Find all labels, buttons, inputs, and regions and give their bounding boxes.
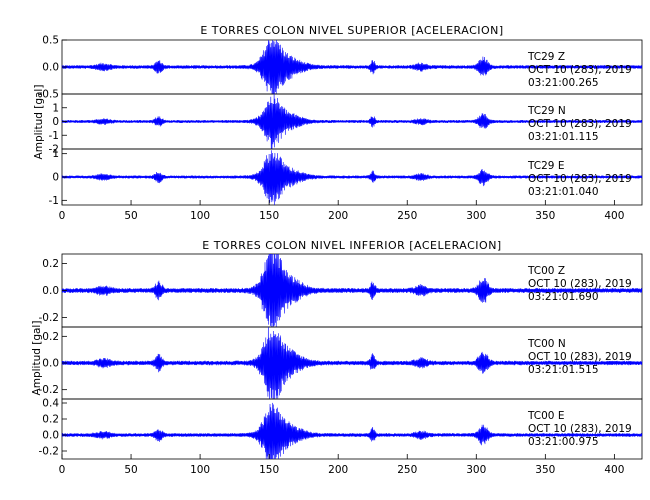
record-time: 03:21:00.265 [528, 77, 599, 89]
y-tick-label: 0.2 [42, 331, 59, 343]
y-tick-label: 0.0 [42, 62, 59, 74]
record-date: OCT 10 (283), 2019 [528, 118, 632, 130]
y-tick-label: -0.2 [39, 312, 60, 324]
y-tick-label: 0.4 [42, 398, 59, 410]
waveform-line [61, 402, 643, 460]
station-component-label: TC00 Z [527, 265, 565, 277]
x-tick-label: 200 [328, 210, 348, 222]
waveform-line [61, 253, 643, 328]
x-tick-label: 0 [59, 464, 66, 476]
y-tick-label: -1 [49, 130, 59, 142]
y-tick-label: 0.0 [42, 358, 59, 370]
x-tick-label: 150 [259, 210, 279, 222]
waveform-line [61, 93, 643, 150]
trace-frame [61, 398, 643, 460]
y-tick-label: -0.2 [39, 384, 60, 396]
record-time: 03:21:01.040 [528, 186, 599, 198]
record-date: OCT 10 (283), 2019 [528, 278, 632, 290]
y-tick-label: 0 [52, 116, 59, 128]
y-tick-label: 1 [52, 148, 59, 160]
y-tick-label: -1 [49, 195, 59, 207]
y-tick-label: 0 [52, 172, 59, 184]
waveform-line [61, 327, 643, 400]
x-axis-inferior: 0 50 100 150 200 250 300 350 400 [59, 454, 624, 476]
y-tick-label: 1 [52, 102, 59, 114]
y-tick-label: 0.0 [42, 430, 59, 442]
x-tick-label: 350 [535, 464, 555, 476]
x-tick-label: 250 [397, 464, 417, 476]
station-component-label: TC29 Z [527, 51, 565, 63]
record-date: OCT 10 (283), 2019 [528, 173, 632, 185]
panel-inferior: E TORRES COLON NIVEL INFERIOR [ACELERACI… [31, 239, 643, 476]
station-component-label: TC00 E [527, 410, 564, 422]
y-tick-label: -0.5 [39, 89, 60, 101]
y-tick-label: -0.2 [39, 446, 60, 458]
y-tick-label: 0.5 [42, 35, 59, 47]
x-tick-label: 0 [59, 210, 66, 222]
x-tick-label: 300 [466, 210, 486, 222]
x-tick-label: 200 [328, 464, 348, 476]
record-time: 03:21:01.690 [528, 291, 599, 303]
ylabel-superior: Amplitud [gal] [33, 85, 45, 160]
x-tick-label: 100 [190, 464, 210, 476]
ylabel-inferior: Amplitud [gal] [31, 321, 43, 396]
x-tick-label: 250 [397, 210, 417, 222]
x-tick-label: 400 [604, 210, 624, 222]
waveform-line [61, 39, 643, 95]
record-time: 03:21:01.515 [528, 364, 599, 376]
waveform-line [61, 150, 643, 206]
x-tick-label: 50 [124, 464, 137, 476]
y-tick-label: 0.2 [42, 414, 59, 426]
y-tick-label: 0.2 [42, 258, 59, 270]
x-tick-label: 150 [259, 464, 279, 476]
station-component-label: TC29 N [527, 105, 566, 117]
panel-title-inferior: E TORRES COLON NIVEL INFERIOR [ACELERACI… [202, 239, 501, 252]
station-component-label: TC00 N [527, 338, 566, 350]
x-tick-label: 400 [604, 464, 624, 476]
panel-title-superior: E TORRES COLON NIVEL SUPERIOR [ACELERACI… [200, 24, 503, 37]
x-tick-label: 100 [190, 210, 210, 222]
record-date: OCT 10 (283), 2019 [528, 423, 632, 435]
station-component-label: TC29 E [527, 160, 564, 172]
record-time: 03:21:01.115 [528, 131, 599, 143]
record-time: 03:21:00.975 [528, 436, 599, 448]
x-tick-label: 300 [466, 464, 486, 476]
record-date: OCT 10 (283), 2019 [528, 64, 632, 76]
x-tick-label: 50 [124, 210, 137, 222]
y-tick-label: 0.0 [42, 285, 59, 297]
x-tick-label: 350 [535, 210, 555, 222]
panel-superior: E TORRES COLON NIVEL SUPERIOR [ACELERACI… [33, 24, 643, 222]
y-tick-label: -2 [49, 144, 59, 156]
x-axis-superior: 0 50 100 150 200 250 300 350 400 [59, 200, 624, 222]
record-date: OCT 10 (283), 2019 [528, 351, 632, 363]
